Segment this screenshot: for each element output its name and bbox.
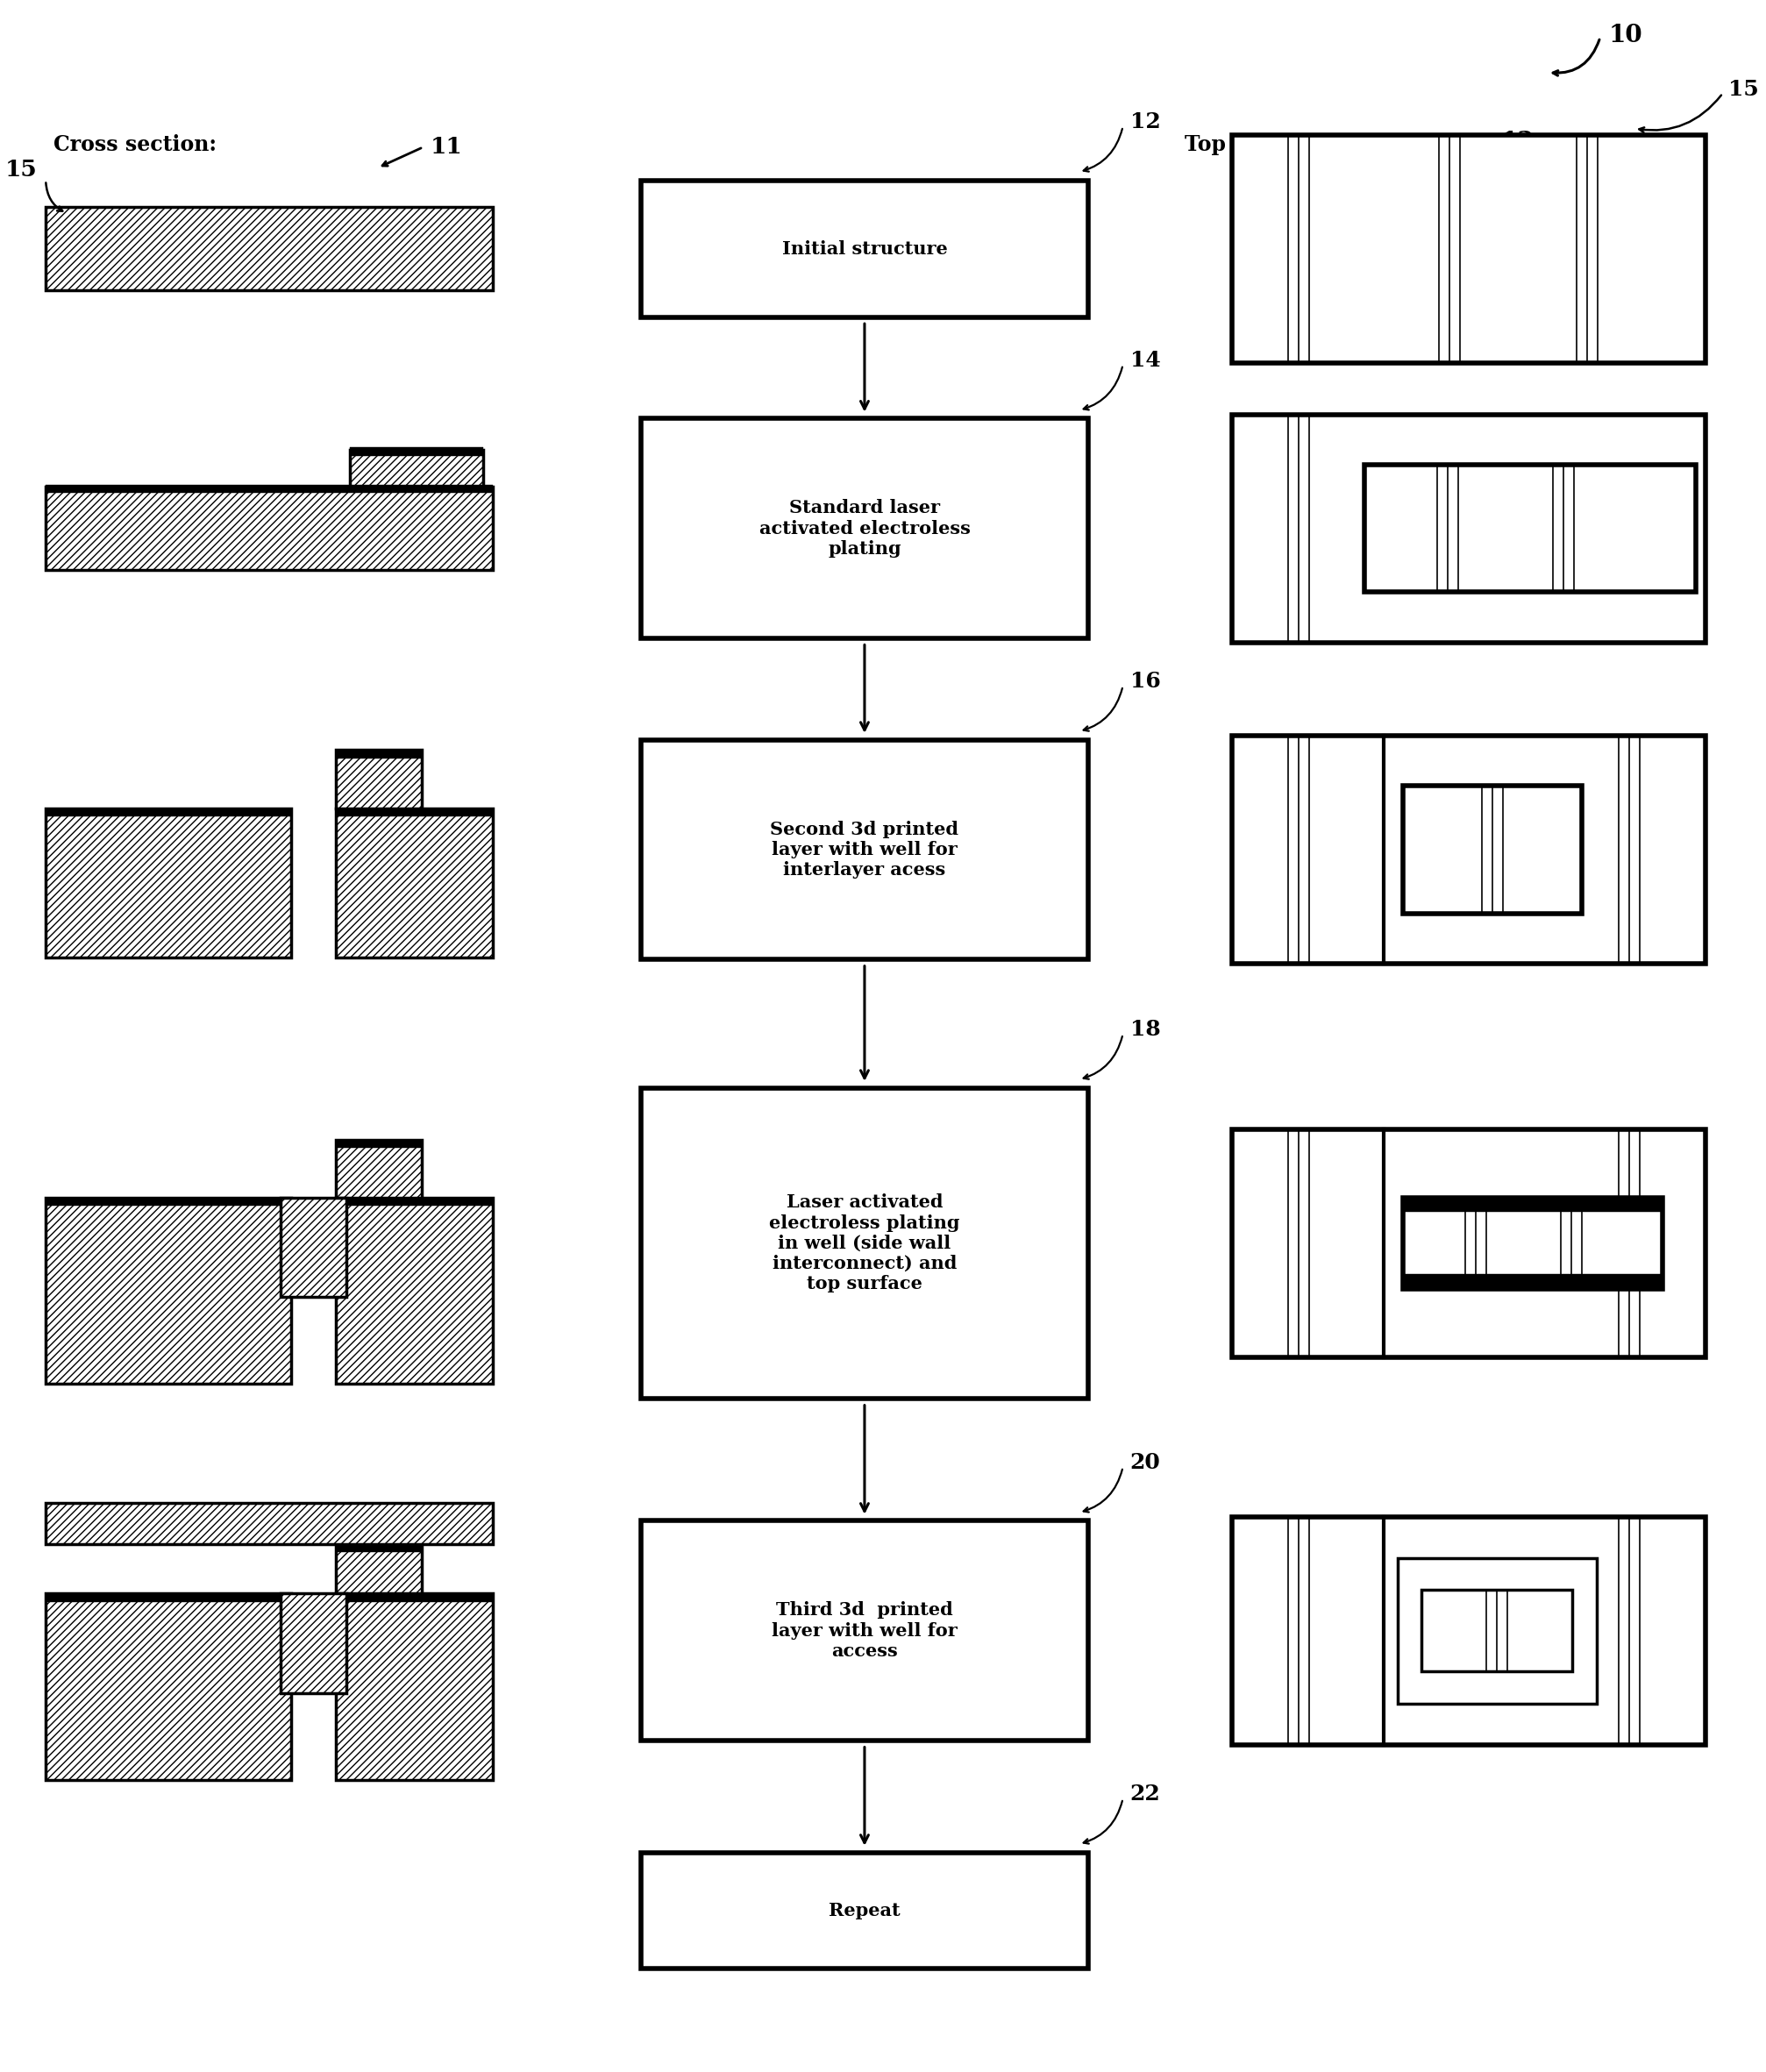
Bar [46,1502,493,1544]
Text: Cross section:: Cross section: [53,135,217,155]
Bar [46,1198,291,1206]
Text: 22: 22 [1128,1784,1160,1805]
Text: Initial structure: Initial structure [781,240,947,257]
Bar [46,485,493,493]
Text: 10: 10 [1609,23,1642,48]
Bar [336,1140,422,1198]
Bar [281,1593,346,1693]
Bar [1402,785,1582,914]
Bar [336,1593,493,1780]
Bar [336,808,493,957]
Text: 11: 11 [429,137,463,157]
Bar [641,180,1088,317]
Bar [46,1593,291,1602]
Bar [46,1198,291,1384]
Bar [1402,1198,1662,1289]
Bar [336,1140,422,1148]
Bar [1231,736,1704,963]
Bar [336,1593,493,1602]
Bar [641,1088,1088,1399]
Bar [46,487,493,570]
Bar [46,808,291,957]
Bar [1402,1198,1662,1212]
Bar [1231,135,1704,363]
Text: 18: 18 [1128,1019,1160,1040]
Bar [46,207,493,290]
Bar [1422,1589,1572,1672]
Bar [336,750,422,808]
Text: 14: 14 [1128,350,1160,371]
Bar [641,1852,1088,1968]
Bar [46,1593,291,1780]
Text: 15: 15 [5,160,37,180]
Bar [641,419,1088,638]
Bar [281,1198,346,1297]
Text: 12: 12 [1128,112,1160,133]
Bar [46,808,291,816]
Text: Laser activated
electroless plating
in well (side wall
interconnect) and
top sur: Laser activated electroless plating in w… [768,1193,959,1293]
Bar [336,1544,422,1593]
Text: 16: 16 [1128,671,1160,692]
Bar [336,1198,493,1206]
Text: Second 3d printed
layer with well for
interlayer acess: Second 3d printed layer with well for in… [770,821,959,879]
Bar [1231,414,1704,642]
Bar [336,1198,493,1384]
Bar [1231,1517,1704,1745]
Bar [1402,1274,1662,1289]
Text: Third 3d  printed
layer with well for
access: Third 3d printed layer with well for acc… [772,1602,957,1660]
Text: 20: 20 [1128,1452,1160,1473]
Bar [1363,464,1695,593]
Bar [641,1521,1088,1740]
Bar [1397,1558,1596,1703]
Bar [1231,1129,1704,1357]
Text: Top view:: Top view: [1185,135,1291,155]
Text: Repeat: Repeat [828,1902,901,1919]
Bar [336,1544,422,1552]
Text: 13: 13 [1501,131,1533,151]
Bar [641,740,1088,959]
Bar [350,448,484,456]
Bar [336,750,422,758]
Text: 15: 15 [1727,79,1757,99]
Text: Standard laser
activated electroless
plating: Standard laser activated electroless pla… [759,499,970,557]
Bar [350,450,484,487]
Bar [336,808,493,816]
